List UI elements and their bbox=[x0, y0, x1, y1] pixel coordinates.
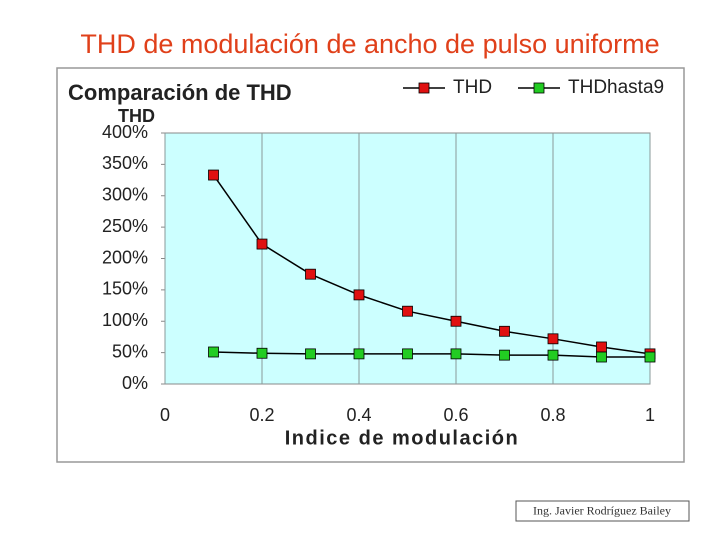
data-point bbox=[256, 238, 268, 250]
x-tick-label: 0.8 bbox=[540, 405, 565, 425]
series-line bbox=[212, 174, 651, 355]
data-point bbox=[547, 333, 559, 345]
data-point bbox=[644, 351, 656, 363]
data-point bbox=[499, 325, 510, 337]
y-tick-label: 350% bbox=[102, 153, 148, 173]
x-tick-label: 0 bbox=[160, 405, 170, 425]
data-point bbox=[402, 348, 413, 360]
data-point bbox=[499, 349, 510, 361]
y-tick-label: 50% bbox=[112, 341, 148, 361]
chart-title: Comparación de THD bbox=[68, 80, 292, 105]
x-tick-label: 0.2 bbox=[249, 405, 274, 425]
data-point bbox=[450, 348, 462, 360]
data-point bbox=[353, 289, 365, 301]
slide-title: THD de modulación de ancho de pulso unif… bbox=[80, 29, 659, 59]
x-tick-label: 0.4 bbox=[346, 405, 371, 425]
x-tick-label: 1 bbox=[645, 405, 655, 425]
data-point bbox=[596, 351, 607, 363]
y-axis-title: THD bbox=[118, 106, 155, 126]
legend-label: THDhasta9 bbox=[568, 77, 664, 98]
data-point bbox=[596, 341, 607, 353]
legend-label: THD bbox=[453, 77, 492, 98]
y-tick-label: 200% bbox=[102, 247, 148, 267]
y-tick-label: 0% bbox=[122, 373, 148, 393]
data-point bbox=[450, 315, 462, 327]
legend-marker bbox=[533, 82, 545, 94]
data-point bbox=[208, 346, 219, 358]
legend-marker bbox=[418, 82, 430, 94]
x-axis-title: Indice de modulación bbox=[285, 427, 519, 449]
data-point bbox=[305, 268, 316, 280]
y-tick-label: 100% bbox=[102, 310, 148, 330]
x-tick-label: 0.6 bbox=[443, 405, 468, 425]
footer: Ing. Javier Rodríguez Bailey bbox=[533, 503, 671, 517]
data-point bbox=[547, 349, 559, 361]
y-tick-label: 250% bbox=[102, 216, 148, 236]
data-point bbox=[256, 347, 268, 359]
data-point bbox=[305, 348, 316, 360]
plot-area bbox=[164, 132, 651, 385]
footer-box bbox=[515, 500, 690, 522]
data-point bbox=[208, 169, 219, 181]
y-tick-label: 150% bbox=[102, 279, 148, 299]
series-line bbox=[213, 351, 650, 358]
data-point bbox=[402, 305, 413, 317]
y-tick-label: 400% bbox=[102, 122, 148, 142]
y-tick-label: 300% bbox=[102, 185, 148, 205]
data-point bbox=[353, 348, 365, 360]
